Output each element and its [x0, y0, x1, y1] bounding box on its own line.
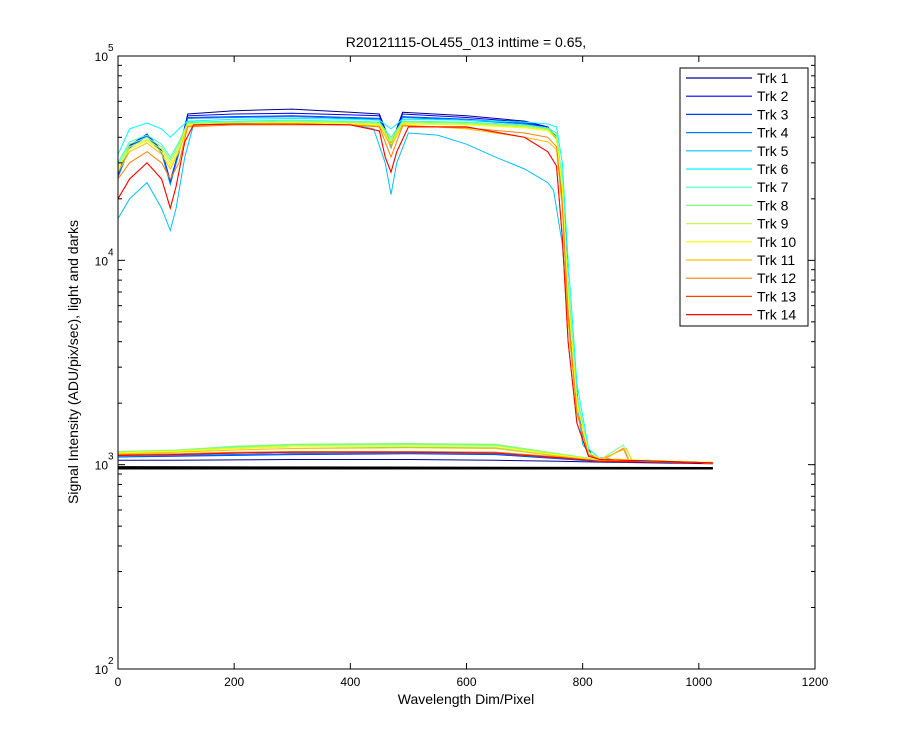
legend-label: Trk 3	[757, 106, 789, 122]
legend-label: Trk 9	[757, 216, 789, 232]
legend-box	[679, 67, 809, 327]
series-light-line-trk-6	[117, 117, 713, 463]
legend-items: Trk 1 Trk 2 Trk 3 Trk 4 Trk 5 Trk 6 Trk 7 Trk 8…	[686, 70, 796, 323]
y-tick-label-base: 10	[95, 254, 109, 268]
series-light-line-trk-12	[117, 124, 713, 464]
x-axis-title: Wavelength Dim/Pixel	[398, 691, 534, 707]
y-axis-title: Signal Intensity (ADU/pix/sec), light an…	[65, 220, 81, 504]
series-light-line-trk-14	[117, 123, 713, 464]
y-tick-label-base: 10	[95, 50, 109, 64]
x-tick-label: 400	[340, 675, 360, 689]
legend-label: Trk 10	[757, 234, 796, 250]
dark-baseline-line	[117, 466, 713, 469]
series-dark-line-trk-12	[117, 447, 713, 464]
y-tick-label-exponent: 3	[108, 452, 114, 463]
legend: Trk 1 Trk 2 Trk 3 Trk 4 Trk 5 Trk 6 Trk 7 Trk 8…	[679, 67, 809, 327]
legend-label: Trk 7	[757, 179, 789, 195]
series-dark-line-trk-10	[117, 445, 713, 464]
legend-label: Trk 2	[757, 88, 789, 104]
series-dark-line-trk-14	[117, 451, 713, 464]
series-dark-line-trk-8	[117, 442, 713, 464]
legend-label: Trk 12	[757, 270, 796, 286]
y-tick-label-exponent: 4	[108, 247, 114, 258]
series-dark-line-trk-1	[118, 459, 713, 465]
legend-label: Trk 4	[757, 125, 789, 141]
legend-label: Trk 8	[757, 197, 789, 213]
x-tick-label: 600	[456, 675, 476, 689]
legend-label: Trk 1	[757, 70, 789, 86]
y-tick-label-base: 10	[95, 459, 109, 473]
x-tick-label: 1000	[685, 675, 712, 689]
y-tick-label-exponent: 2	[108, 656, 114, 667]
x-tick-label: 0	[115, 675, 122, 689]
plot-frame	[117, 55, 816, 670]
legend-label: Trk 5	[757, 143, 789, 159]
series-light-line-trk-10	[117, 122, 713, 463]
y-tick-label-base: 10	[95, 663, 109, 677]
x-tick-label: 1200	[802, 675, 829, 689]
x-tick-label: 200	[224, 675, 244, 689]
series-dark-line-trk-11	[117, 447, 713, 464]
x-tick-label: 800	[573, 675, 593, 689]
chart-title: R20121115-OL455_013 inttime = 0.65,	[346, 34, 586, 50]
legend-label: Trk 6	[757, 161, 789, 177]
legend-label: Trk 13	[757, 288, 796, 304]
legend-label: Trk 14	[757, 307, 796, 323]
legend-label: Trk 11	[757, 252, 795, 268]
y-tick-label-exponent: 5	[108, 43, 114, 54]
series-layer	[117, 108, 713, 470]
